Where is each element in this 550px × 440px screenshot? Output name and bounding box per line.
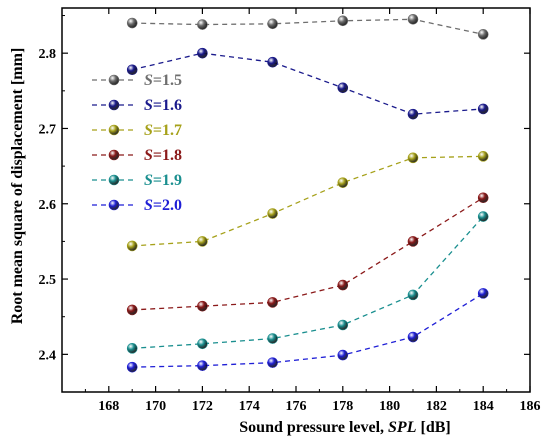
data-point xyxy=(337,319,349,331)
data-point xyxy=(267,208,278,219)
data-point xyxy=(407,289,419,301)
data-point xyxy=(407,152,419,164)
x-tick-label: 168 xyxy=(98,399,119,414)
legend-label: S=1.8 xyxy=(144,147,182,164)
data-point xyxy=(407,13,419,25)
data-point xyxy=(197,360,208,371)
y-tick-label: 2.8 xyxy=(39,47,57,62)
data-point xyxy=(267,56,278,68)
series-line xyxy=(132,197,484,311)
data-point xyxy=(337,15,349,27)
legend-entry: S=1.5 xyxy=(92,72,182,89)
data-point xyxy=(126,64,138,76)
legend-label: S=2.0 xyxy=(144,197,182,214)
legend-label: S=1.9 xyxy=(144,172,182,189)
legend-entry: S=2.0 xyxy=(92,197,182,214)
series-18 xyxy=(126,192,489,316)
series-20 xyxy=(126,288,489,373)
x-axis-title: Sound pressure level, SPL [dB] xyxy=(239,419,450,436)
x-tick-label: 184 xyxy=(473,399,494,414)
data-point xyxy=(337,177,349,188)
legend-entry: S=1.6 xyxy=(92,97,182,114)
y-axis-title: Root mean square of displacement [mm] xyxy=(9,48,26,325)
data-point xyxy=(407,236,419,247)
x-tick-label: 180 xyxy=(379,399,400,414)
legend-marker xyxy=(108,74,120,86)
x-tick-label: 178 xyxy=(332,399,353,414)
y-tick-label: 2.6 xyxy=(39,198,57,213)
data-point xyxy=(407,108,419,120)
legend-marker xyxy=(108,174,120,186)
y-tick-label: 2.4 xyxy=(39,348,57,363)
data-point xyxy=(477,29,489,40)
data-point xyxy=(126,17,138,29)
series-15 xyxy=(126,13,489,40)
data-point xyxy=(126,240,138,252)
data-point xyxy=(477,288,489,299)
data-point xyxy=(477,151,489,162)
series-17 xyxy=(126,151,489,252)
data-point xyxy=(197,300,208,312)
series-line xyxy=(132,216,484,349)
data-point xyxy=(126,361,138,373)
legend-label: S=1.7 xyxy=(144,122,182,139)
y-tick-label: 2.7 xyxy=(39,122,57,137)
data-point xyxy=(197,236,208,247)
series-layer xyxy=(126,13,489,373)
legend-entry: S=1.8 xyxy=(92,147,182,164)
legend-marker xyxy=(108,199,120,211)
legend-marker xyxy=(108,99,120,111)
data-point xyxy=(407,331,419,343)
series-line xyxy=(132,18,484,35)
legend-entry: S=1.9 xyxy=(92,172,182,189)
data-point xyxy=(337,82,349,94)
data-point xyxy=(337,349,349,361)
series-16 xyxy=(126,47,489,120)
x-tick-label: 172 xyxy=(192,399,213,414)
x-tick-label: 176 xyxy=(286,399,307,414)
legend-entry: S=1.7 xyxy=(92,122,182,139)
data-point xyxy=(477,211,489,222)
data-point xyxy=(267,333,278,344)
x-tick-label: 186 xyxy=(520,399,541,414)
data-point xyxy=(267,297,278,308)
series-line xyxy=(132,292,484,368)
data-point xyxy=(197,47,208,59)
legend-marker xyxy=(108,149,120,161)
data-point xyxy=(477,192,489,204)
x-tick-label: 182 xyxy=(426,399,447,414)
data-point xyxy=(267,357,278,368)
legend-label: S=1.5 xyxy=(144,72,182,89)
data-point xyxy=(126,304,138,316)
legend: S=1.5 S=1.6 S=1.7 S=1.8 S=1.9 S=2.0 xyxy=(92,72,182,214)
data-point xyxy=(477,103,489,115)
data-point xyxy=(337,279,349,291)
data-point xyxy=(197,19,208,30)
y-tick-label: 2.5 xyxy=(39,273,57,288)
legend-label: S=1.6 xyxy=(144,97,182,114)
series-19 xyxy=(126,211,489,354)
x-tick-label: 174 xyxy=(239,399,260,414)
data-point xyxy=(126,343,138,354)
data-point xyxy=(197,338,208,350)
legend-marker xyxy=(108,124,120,136)
series-line xyxy=(132,52,484,115)
series-line xyxy=(132,155,484,247)
axes: 168 170 172 174 176 178 180 182 184 186 2.4 2.5 2.6 2… xyxy=(39,7,541,414)
x-tick-label: 170 xyxy=(145,399,166,414)
data-point xyxy=(267,18,278,30)
